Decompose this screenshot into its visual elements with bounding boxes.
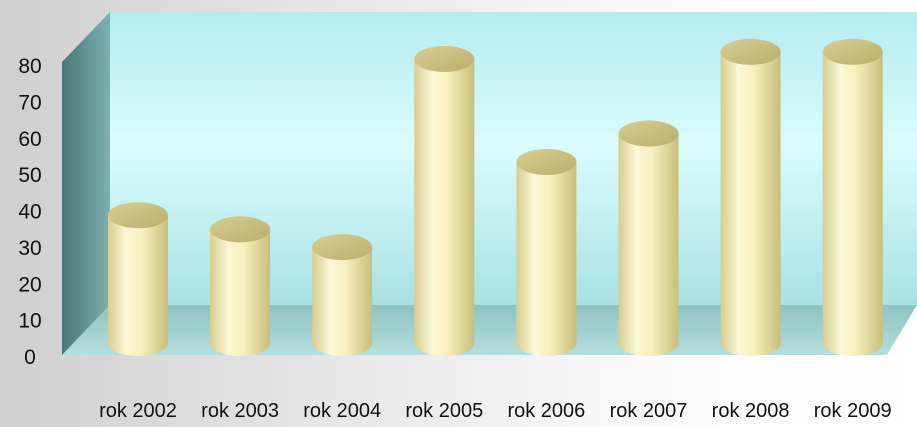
bar-top [822, 38, 883, 65]
x-tick-label: rok 2007 [610, 400, 688, 422]
y-tick-label: 60 [18, 128, 41, 151]
x-tick-label: rok 2008 [712, 400, 790, 422]
bar-top [108, 202, 168, 229]
x-tick-label: rok 2005 [405, 400, 483, 422]
y-tick-label: 70 [18, 91, 41, 114]
bar-top [210, 216, 271, 243]
bar [210, 216, 271, 357]
bar-body [312, 247, 373, 357]
y-tick-label: 20 [18, 273, 41, 296]
bar-top [312, 234, 373, 261]
bar-top [414, 46, 475, 72]
chart-floor [62, 305, 917, 355]
x-tick-label: rok 2006 [507, 400, 585, 422]
y-tick-label: 80 [18, 55, 41, 78]
y-tick-label: 10 [18, 310, 41, 333]
y-tick-label: 0 [24, 346, 36, 369]
side-wall [62, 12, 110, 355]
y-tick-label: 50 [18, 164, 41, 187]
x-tick-label: rok 2002 [99, 400, 177, 422]
back-wall [110, 12, 917, 305]
bar-body [108, 215, 168, 356]
bar-body [210, 229, 271, 357]
bar [414, 46, 475, 357]
bar [822, 38, 883, 357]
bar-top [618, 120, 679, 147]
bar [720, 38, 781, 357]
x-tick-label: rok 2004 [303, 400, 381, 422]
bar-body [822, 51, 883, 357]
bar-top [516, 148, 577, 175]
bar [108, 202, 168, 356]
bar [516, 148, 577, 357]
y-axis: 0 10 20 30 40 50 60 70 80 [18, 55, 41, 369]
y-tick-label: 40 [18, 201, 41, 224]
bar [312, 234, 373, 357]
bar-body [516, 161, 577, 357]
bar-body [414, 59, 475, 357]
bar-body [618, 133, 679, 357]
x-tick-label: rok 2009 [814, 400, 892, 422]
x-tick-label: rok 2003 [201, 400, 279, 422]
bar-top [720, 38, 781, 65]
bar-body [720, 51, 781, 357]
bars [108, 38, 883, 357]
x-axis: rok 2002 rok 2003 rok 2004 rok 2005 rok 2006… [99, 400, 892, 422]
y-tick-label: 30 [18, 237, 41, 260]
bar [618, 120, 679, 357]
